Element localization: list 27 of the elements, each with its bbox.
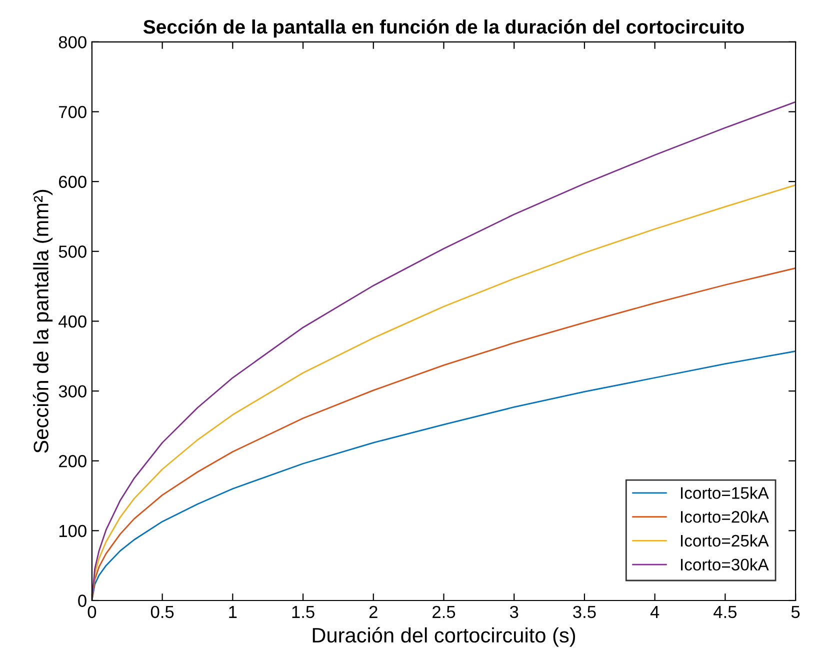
x-tick-label: 0.5 (150, 606, 174, 618)
x-tick-label: 3 (510, 606, 518, 618)
y-tick-label: 400 (58, 315, 86, 328)
x-tick-label: 3.5 (573, 606, 596, 618)
chart-title: Sección de la pantalla en función de la duración del cortocircuito (143, 19, 744, 38)
legend-label: Icorto=30kA (681, 558, 769, 571)
legend-label: Icorto=15kA (681, 486, 769, 499)
x-tick-label: 4.5 (714, 606, 737, 618)
y-tick-label: 500 (58, 246, 86, 258)
x-tick-label: 1.5 (292, 606, 314, 618)
y-tick-label: 0 (78, 594, 86, 607)
legend-label: Icorto=20kA (681, 510, 769, 523)
x-tick-label: 2 (369, 606, 378, 618)
y-axis-title: Sección de la pantalla (mm²) (32, 190, 53, 453)
x-tick-label: 4 (650, 606, 660, 618)
y-tick-label: 700 (59, 106, 86, 118)
y-tick-label: 200 (59, 455, 86, 468)
x-tick-label: 2.5 (432, 606, 456, 618)
x-tick-label: 1 (229, 606, 237, 618)
y-tick-label: 600 (59, 176, 86, 188)
y-tick-label: 100 (59, 524, 86, 538)
y-tick-label: 300 (58, 385, 86, 398)
y-tick-label: 800 (58, 36, 86, 48)
x-axis-title: Duración del cortocircuito (s) (312, 627, 576, 647)
x-tick-label: 5 (791, 606, 800, 618)
x-tick-label: 0 (88, 606, 96, 618)
legend-label: Icorto=25kA (681, 534, 769, 547)
